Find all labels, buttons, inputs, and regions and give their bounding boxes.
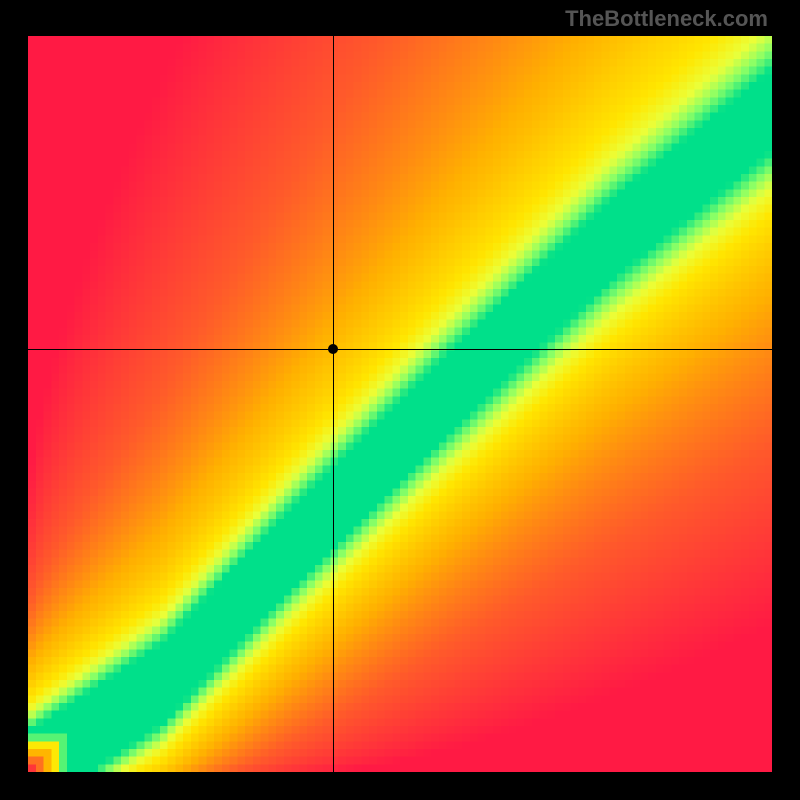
marker-dot <box>328 344 338 354</box>
crosshair-horizontal <box>28 349 772 350</box>
heatmap-canvas <box>28 36 772 772</box>
crosshair-vertical <box>333 36 334 772</box>
watermark-text: TheBottleneck.com <box>565 6 768 32</box>
heatmap-plot <box>28 36 772 772</box>
